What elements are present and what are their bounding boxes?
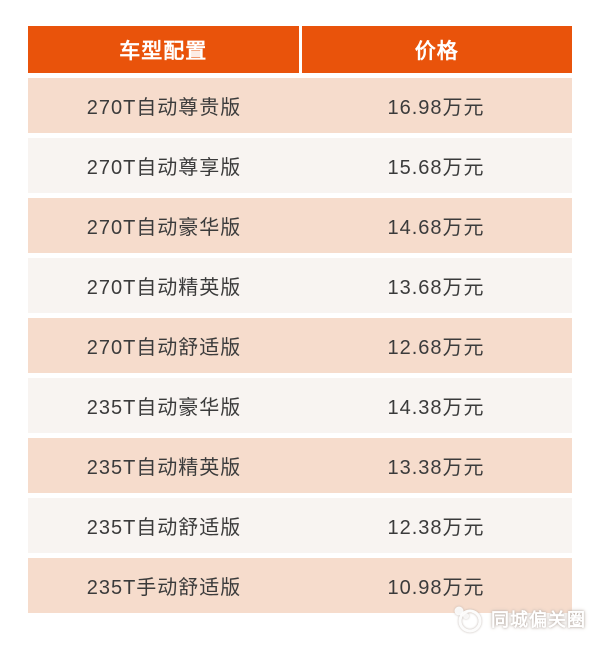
- table-row: 270T自动舒适版 12.68万元: [28, 318, 572, 373]
- table-row: 235T自动精英版 13.38万元: [28, 438, 572, 493]
- model-cell: 235T手动舒适版: [86, 577, 242, 599]
- column-header-price: 价格: [414, 39, 459, 63]
- price-cell: 10.98万元: [387, 577, 485, 599]
- table-row: 235T自动豪华版 14.38万元: [28, 378, 572, 433]
- model-cell: 235T自动豪华版: [86, 397, 242, 419]
- table-row: 235T手动舒适版 10.98万元: [28, 558, 572, 613]
- price-cell: 16.98万元: [387, 97, 485, 119]
- model-cell: 270T自动尊贵版: [86, 97, 242, 119]
- model-cell: 270T自动舒适版: [86, 337, 242, 359]
- table-header-row: 车型配置 价格: [28, 26, 572, 73]
- table-row: 270T自动尊享版 15.68万元: [28, 138, 572, 193]
- price-cell: 12.38万元: [387, 517, 485, 539]
- column-header-model: 车型配置: [119, 39, 208, 63]
- table-row: 270T自动尊贵版 16.98万元: [28, 78, 572, 133]
- table-row: 270T自动精英版 13.68万元: [28, 258, 572, 313]
- model-cell: 270T自动尊享版: [86, 157, 242, 179]
- car-price-table: 车型配置 价格 270T自动尊贵版 16.98万元 270T自动尊享版 15.6…: [28, 26, 572, 613]
- price-cell: 12.68万元: [387, 337, 485, 359]
- price-cell: 14.68万元: [387, 217, 485, 239]
- price-cell: 13.38万元: [387, 457, 485, 479]
- table-row: 270T自动豪华版 14.68万元: [28, 198, 572, 253]
- table-row: 235T自动舒适版 12.38万元: [28, 498, 572, 553]
- model-cell: 270T自动豪华版: [86, 217, 242, 239]
- header-column-divider: [298, 26, 302, 73]
- model-cell: 235T自动精英版: [86, 457, 242, 479]
- model-cell: 270T自动精英版: [86, 277, 242, 299]
- price-cell: 15.68万元: [387, 157, 485, 179]
- model-cell: 235T自动舒适版: [86, 517, 242, 539]
- price-cell: 14.38万元: [387, 397, 485, 419]
- price-cell: 13.68万元: [387, 277, 485, 299]
